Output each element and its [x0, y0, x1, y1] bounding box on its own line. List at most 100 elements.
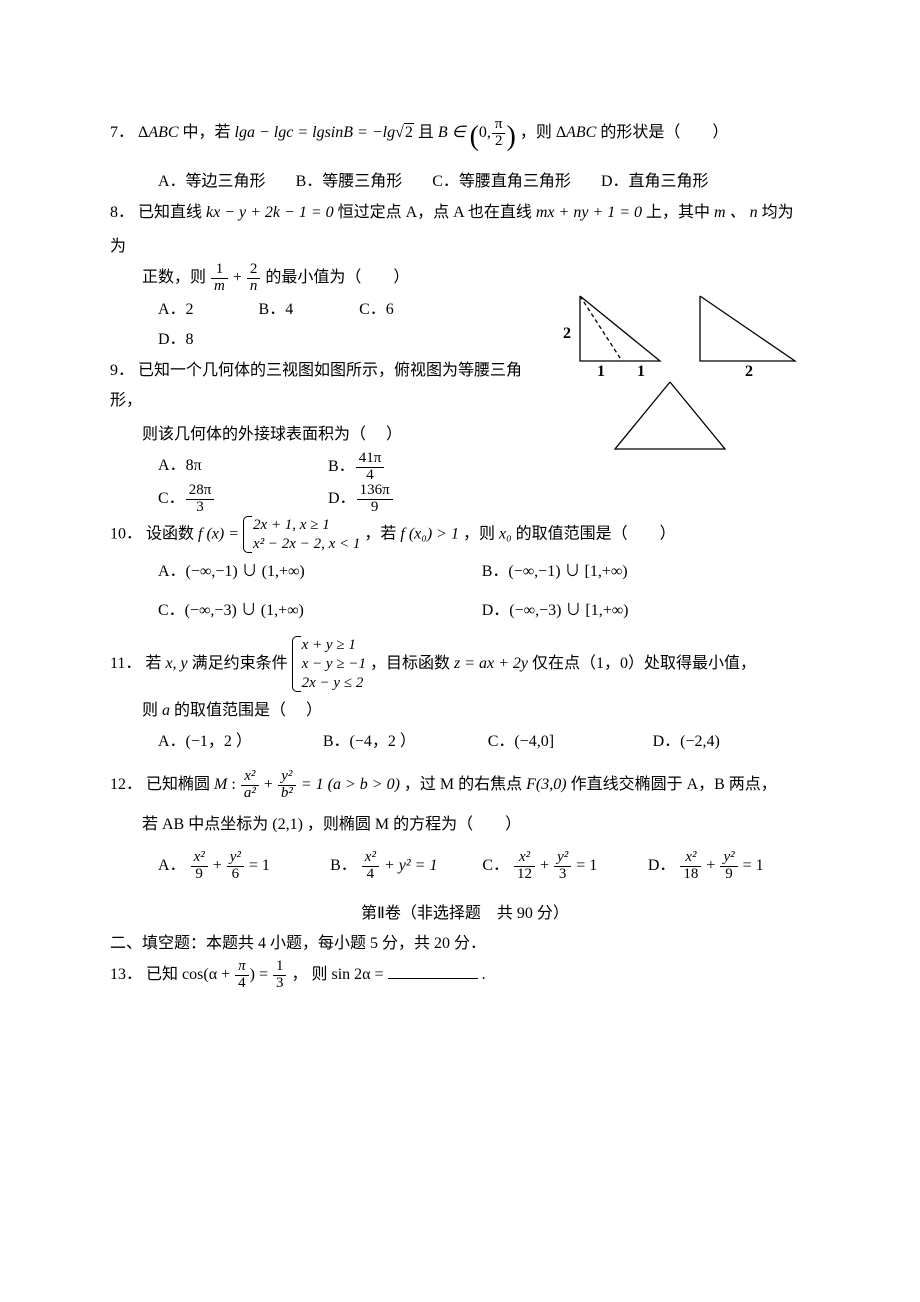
q13-s1: 已知 — [146, 966, 182, 983]
q10-opt-b: B．(−∞,−1) ∪ [1,+∞) — [482, 557, 800, 587]
q7-delta: Δ — [138, 124, 148, 141]
q7-number: 7． — [110, 124, 134, 141]
question-10: 10． 设函数 f (x) = 2x + 1, x ≥ 1 x² − 2x − … — [110, 516, 820, 554]
q11-s1: 若 — [145, 655, 165, 672]
q12-s2: ，过 M 的右焦点 — [404, 776, 526, 793]
q8-line2-wrap: 为 — [110, 232, 820, 262]
q8-opt-b: B．4 — [259, 295, 354, 325]
q9-wrapper: A．2 B．4 C．6 D．8 9． 已知一个几何体的三视图如图所示，俯视图为等… — [110, 295, 820, 516]
left-paren-icon: ( — [470, 121, 479, 152]
q10-options: A．(−∞,−1) ∪ (1,+∞) B．(−∞,−1) ∪ [1,+∞) C．… — [110, 557, 820, 626]
q7-expr: lga − lgc = lgsinB = −lg — [235, 124, 396, 141]
q7-opt-d: D．直角三角形 — [601, 167, 709, 197]
q10-opt-a: A．(−∞,−1) ∪ (1,+∞) — [158, 557, 476, 587]
q8-s4: 均为 — [762, 204, 794, 221]
q8-f2: 2n — [247, 262, 261, 295]
q12-yb: y²b² — [278, 769, 296, 802]
q11-s4: 仅在点（1，0）处取得最小值， — [532, 655, 756, 672]
q9-opt-c: C．28π3 — [158, 483, 328, 516]
q10-s2: ，若 — [364, 525, 400, 542]
q12-opt-d: D． x²18 + y²9 = 1 — [648, 850, 814, 883]
lbl-2v: 2 — [563, 319, 571, 349]
q12-xa: x²a² — [241, 769, 259, 802]
lbl-1a: 1 — [597, 357, 605, 387]
q10-opt-d: D．(−∞,−3) ∪ [1,+∞) — [482, 596, 800, 626]
q9-number: 9． — [110, 362, 134, 379]
q12-cond: = 1 (a > b > 0) — [301, 776, 400, 793]
q8-options: A．2 B．4 C．6 D．8 — [110, 295, 552, 356]
question-9: 9． 已知一个几何体的三视图如图所示，俯视图为等腰三角形， — [110, 356, 552, 417]
three-views-diagram: 2 1 1 2 — [560, 291, 820, 457]
q9-opts-row1: A．8π B．41π4 — [110, 451, 552, 484]
q9-s2: 则该几何体的外接球表面积为（ ） — [110, 420, 552, 450]
q7-options: A．等边三角形 B．等腰三角形 C．等腰直角三角形 D．直角三角形 — [110, 167, 820, 197]
q8-line1: kx − y + 2k − 1 = 0 — [206, 204, 334, 221]
q7-opt-a: A．等边三角形 — [158, 167, 266, 197]
q13-s2: ， 则 — [291, 966, 331, 983]
q9-opt-d: D．136π9 — [328, 483, 394, 516]
q12-opt-b: B． x²4 + y² = 1 — [330, 850, 482, 883]
q12-options: A． x²9 + y²6 = 1 B． x²4 + y² = 1 C． x²12… — [110, 850, 820, 883]
q10-s3: ，则 — [463, 525, 499, 542]
q12-opt-a: A． x²9 + y²6 = 1 — [158, 850, 330, 883]
q8-plus: + — [233, 269, 246, 286]
q10-s4: 的取值范围是（ ） — [516, 525, 676, 542]
q11-options: A．(−1，2 ） B．(−4，2 ） C．(−4,0] D．(−2,4) — [110, 727, 820, 757]
q11-number: 11． — [110, 655, 141, 672]
section-2-header: 二、填空题：本题共 4 小题，每小题 5 分，共 20 分． — [110, 929, 820, 959]
question-11: 11． 若 x, y 满足约束条件 x + y ≥ 1 x − y ≥ −1 2… — [110, 636, 820, 692]
q11-xy: x, y — [165, 655, 187, 672]
q13-pi4: π4 — [235, 959, 249, 992]
q11-opt-a: A．(−1，2 ） — [158, 727, 317, 757]
q11-s3: ，目标函数 — [370, 655, 454, 672]
q8-s6: 的最小值为（ ） — [265, 269, 409, 286]
section-2-title: 第Ⅱ卷（非选择题 共 90 分） — [110, 899, 820, 929]
q11-opt-d: D．(−2,4) — [653, 727, 812, 757]
q8-s3: 上，其中 — [646, 204, 714, 221]
lbl-2h: 2 — [745, 357, 753, 387]
q11-z: z = ax + 2y — [454, 655, 528, 672]
q7-opt-c: C．等腰直角三角形 — [432, 167, 571, 197]
question-13: 13． 已知 cos(α + π4) = 13 ， 则 sin 2α = . — [110, 959, 820, 992]
question-7: 7． ΔABC 中，若 lga − lgc = lgsinB = −lg√2 且… — [110, 110, 820, 163]
q7-Bin: B ∈ — [438, 124, 466, 141]
q7-t1: 中，若 — [183, 124, 235, 141]
q10-s1: 设函数 — [146, 525, 198, 542]
q7-sqrt2: 2 — [404, 123, 414, 142]
q9-opt-b: B．41π4 — [328, 451, 385, 484]
q7-opt-b: B．等腰三角形 — [296, 167, 403, 197]
q8-opt-a: A．2 — [158, 295, 253, 325]
q12-s3: 作直线交椭圆于 A，B 两点， — [571, 776, 777, 793]
q10-fx: f (x) = — [198, 525, 239, 542]
q8-number: 8． — [110, 204, 134, 221]
q9-opts-row2: C．28π3 D．136π9 — [110, 483, 552, 516]
q12-number: 12． — [110, 776, 142, 793]
q11-opt-c: C．(−4,0] — [488, 727, 647, 757]
q12-s1: 已知椭圆 — [146, 776, 214, 793]
q12-M: M — [214, 776, 227, 793]
q8-opt-c: C．6 — [359, 295, 454, 325]
q13-number: 13． — [110, 966, 142, 983]
lbl-1b: 1 — [637, 357, 645, 387]
q10-fx0: f (x₀) > 1 — [400, 525, 459, 542]
q7-then: ，则 Δ — [520, 124, 566, 141]
q11-opt-b: B．(−4，2 ） — [323, 727, 482, 757]
right-paren-icon: ) — [506, 121, 515, 152]
q7-pi2: π2 — [492, 117, 506, 150]
q9-s1: 已知一个几何体的三视图如图所示，俯视图为等腰三角形， — [110, 362, 522, 409]
question-8: 8． 已知直线 kx − y + 2k − 1 = 0 恒过定点 A，点 A 也… — [110, 198, 820, 228]
q7-and: 且 — [418, 124, 438, 141]
q8-mn: m 、 n — [714, 204, 758, 221]
q12-opt-c: C． x²12 + y²3 = 1 — [482, 850, 648, 883]
q8-line2: mx + ny + 1 = 0 — [536, 204, 642, 221]
top-view-icon — [605, 377, 735, 457]
q8-s2: 恒过定点 A，点 A 也在直线 — [338, 204, 536, 221]
q10-opt-c: C．(−∞,−3) ∪ (1,+∞) — [158, 596, 476, 626]
q10-piecewise: 2x + 1, x ≥ 1 x² − 2x − 2, x < 1 — [243, 516, 360, 554]
q7-abc2: ABC — [566, 124, 596, 141]
q8-opt-d: D．8 — [158, 325, 253, 355]
q13-13: 13 — [273, 959, 287, 992]
q12-F: F(3,0) — [526, 776, 566, 793]
q10-x0: x₀ — [499, 525, 512, 542]
q13-sin: sin 2α — [331, 966, 370, 983]
